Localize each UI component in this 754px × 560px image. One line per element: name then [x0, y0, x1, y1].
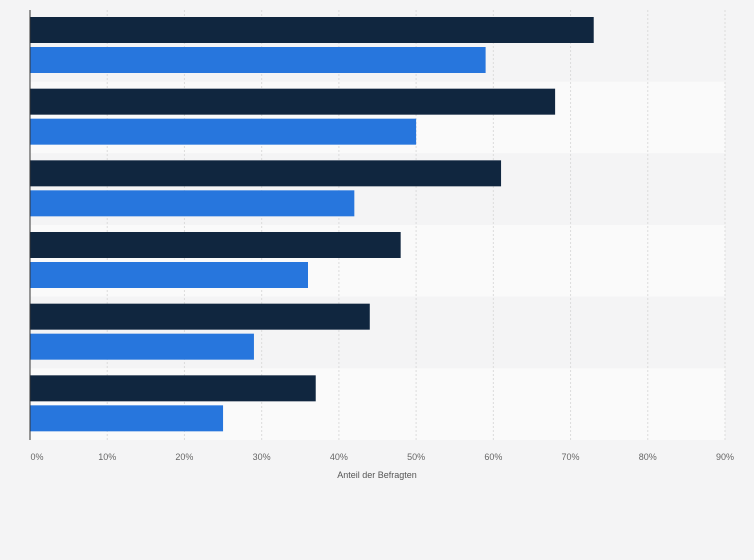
x-tick-label: 20%: [175, 452, 193, 462]
bar-series-1[interactable]: [30, 160, 502, 187]
x-tick-label: 50%: [407, 452, 425, 462]
x-tick-labels: 0% 10% 20% 30% 40% 50% 60% 70% 80% 90%: [30, 452, 734, 462]
bar-series-2[interactable]: [30, 118, 417, 145]
x-tick-label: 10%: [98, 452, 116, 462]
bar-series-1[interactable]: [30, 17, 594, 43]
x-axis-label: Anteil der Befragten: [337, 470, 417, 480]
bar-series-2[interactable]: [30, 262, 308, 288]
bar-series-2[interactable]: [30, 190, 355, 217]
bar-series-1[interactable]: [30, 303, 370, 330]
bar-series-1[interactable]: [30, 375, 316, 402]
x-tick-label: 30%: [253, 452, 271, 462]
bar-series-2[interactable]: [30, 333, 254, 360]
bar-series-1[interactable]: [30, 232, 401, 258]
x-tick-label: 60%: [484, 452, 502, 462]
x-tick-label: 40%: [330, 452, 348, 462]
x-tick-label: 70%: [562, 452, 580, 462]
x-tick-label: 0%: [30, 452, 43, 462]
bar-series-2[interactable]: [30, 405, 224, 432]
bars: [30, 17, 594, 432]
x-tick-label: 90%: [716, 452, 734, 462]
x-tick-label: 80%: [639, 452, 657, 462]
bar-series-1[interactable]: [30, 88, 556, 115]
bar-series-2[interactable]: [30, 47, 486, 73]
